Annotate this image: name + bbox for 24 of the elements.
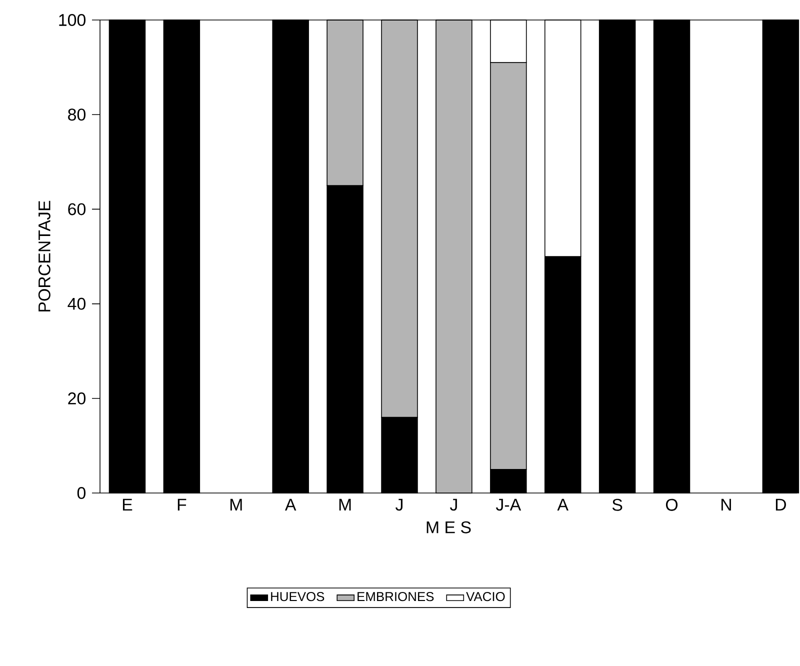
y-tick-label: 0: [77, 487, 86, 499]
x-tick-label: J: [450, 498, 457, 511]
x-tick-label: O: [666, 498, 678, 511]
x-tick-label: N: [721, 498, 731, 510]
y-axis-title: PORCENTAJE: [38, 200, 50, 312]
x-tick-label: J: [396, 498, 402, 511]
legend-label: HUEVOS: [271, 592, 324, 602]
x-tick-label: M: [230, 498, 242, 510]
y-tick-label: 80: [68, 108, 86, 121]
x-tick-label: D: [776, 498, 786, 510]
x-tick-label: F: [178, 498, 186, 510]
x-tick-label: S: [612, 498, 622, 511]
y-tick-label: 40: [68, 298, 86, 310]
x-tick-label: A: [284, 498, 296, 510]
y-tick-label: 100: [59, 14, 86, 26]
x-tick-label: M: [339, 498, 351, 510]
y-tick-label: 60: [68, 203, 86, 216]
legend-label: EMBRIONES: [358, 592, 434, 602]
x-axis-title: M E S: [426, 521, 471, 534]
legend-label: VACIO: [466, 592, 505, 602]
x-tick-label: E: [122, 498, 132, 510]
x-tick-label: J-A: [496, 498, 522, 511]
y-tick-label: 20: [68, 392, 86, 404]
x-tick-label: A: [557, 498, 568, 510]
